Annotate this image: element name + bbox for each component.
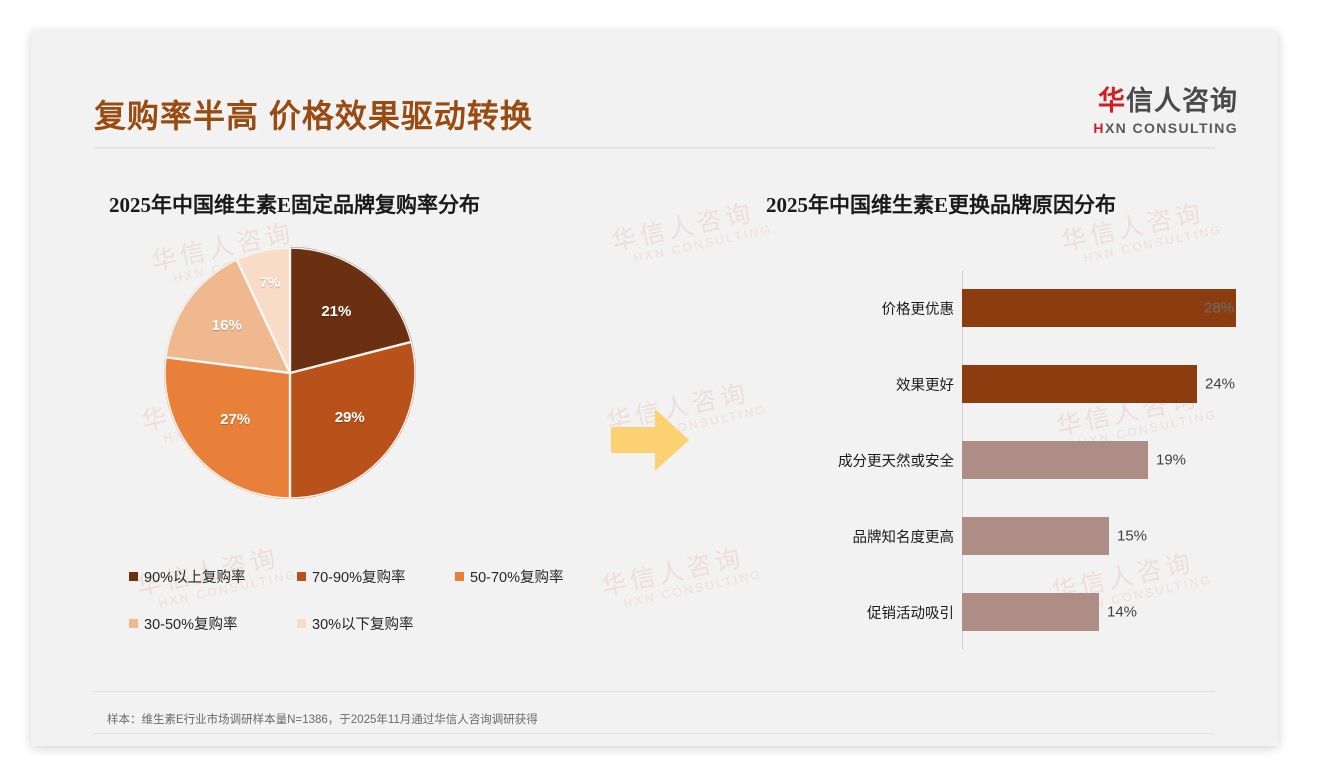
pie-chart-panel: 2025年中国维生素E固定品牌复购率分布 21% 29% 27% 16% 7% … [109, 189, 629, 633]
logo-english: HXN CONSULTING [1093, 120, 1238, 136]
pie-label-3: 16% [211, 317, 242, 335]
legend-label-4: 30%以下复购率 [312, 617, 414, 633]
bar-track-2: 19% [962, 441, 1246, 479]
legend-label-2: 50-70%复购率 [470, 570, 564, 586]
legend-swatch-3 [129, 619, 138, 628]
logo-en-rest: XN CONSULTING [1104, 119, 1238, 136]
watermark: 华信人咨询 HXN CONSULTING [608, 190, 774, 269]
pie-label-4: 7% [260, 274, 281, 291]
watermark-en: HXN CONSULTING [622, 567, 764, 611]
legend-item-0[interactable]: 90%以上复购率 [129, 566, 297, 587]
legend-swatch-4 [297, 619, 306, 628]
bar-fill-4[interactable] [962, 593, 1099, 631]
bar-value-4: 14% [1107, 603, 1138, 621]
bar-track-3: 15% [962, 517, 1246, 555]
bar-category-2: 成分更天然或安全 [838, 453, 954, 470]
pie-label-1: 29% [334, 409, 365, 427]
pie-chart: 21% 29% 27% 16% 7% 90%以上复购率 70-90%复购率 [109, 241, 629, 633]
bar-category-0: 价格更优惠 [881, 301, 955, 318]
legend-label-1: 70-90%复购率 [312, 570, 406, 586]
page-title: 复购率半高 价格效果驱动转换 [94, 98, 533, 134]
legend-item-2[interactable]: 50-70%复购率 [455, 566, 563, 587]
source-divider [94, 691, 1215, 692]
legend-row: 90%以上复购率 70-90%复购率 50-70%复购率 [129, 566, 629, 587]
bar-fill-3[interactable] [962, 517, 1109, 555]
bar-category-4: 促销活动吸引 [867, 605, 954, 622]
bar-fill-2[interactable] [962, 441, 1148, 479]
bar-chart-title: 2025年中国维生素E更换品牌原因分布 [766, 193, 1117, 217]
bar-fill-0[interactable] [962, 289, 1236, 327]
website-text[interactable]: www.hxrcon.com [1124, 745, 1215, 746]
bar-track-1: 24% [962, 365, 1246, 403]
logo-chinese: 华信人咨询 [1093, 86, 1238, 117]
bar-track-4: 14% [962, 593, 1246, 631]
legend-swatch-0 [129, 572, 138, 581]
legend-item-1[interactable]: 70-90%复购率 [297, 566, 455, 587]
legend-item-4[interactable]: 30%以下复购率 [297, 613, 414, 634]
watermark-cn: 华信人咨询 [609, 198, 757, 257]
bar-value-0: 28% [1204, 299, 1235, 317]
bar-row: 成分更天然或安全 19% [766, 441, 1246, 479]
company-logo: 华信人咨询 HXN CONSULTING [1093, 86, 1238, 136]
bar-category-3: 品牌知名度更高 [852, 529, 955, 546]
bar-row: 效果更好 24% [766, 365, 1246, 403]
legend-swatch-2 [455, 572, 464, 581]
logo-cn-red: 华 [1098, 86, 1126, 116]
legend-row: 30-50%复购率 30%以下复购率 [129, 613, 629, 634]
bar-fill-1[interactable] [962, 365, 1197, 403]
bar-value-1: 24% [1205, 375, 1236, 393]
bar-row: 促销活动吸引 14% [766, 593, 1246, 631]
watermark-en: HXN CONSULTING [632, 222, 774, 266]
legend-label-0: 90%以上复购率 [144, 570, 246, 586]
copyright-text: ©2026.1 HXR华信人咨询 [94, 745, 228, 746]
bar-track-0: 28% [962, 289, 1246, 327]
legend-item-3[interactable]: 30-50%复购率 [129, 613, 297, 634]
bar-row: 价格更优惠 28% [766, 289, 1246, 327]
legend-label-3: 30-50%复购率 [144, 617, 238, 633]
bar-category-1: 效果更好 [896, 377, 954, 394]
pie-label-2: 27% [220, 411, 251, 429]
pie-label-0: 21% [321, 303, 352, 321]
right-arrow-icon [611, 409, 689, 471]
bar-value-2: 19% [1156, 451, 1187, 469]
legend-swatch-1 [297, 572, 306, 581]
bar-chart-panel: 2025年中国维生素E更换品牌原因分布 价格更优惠 28% 效果更好 24% 成… [766, 189, 1246, 671]
bar-value-3: 15% [1117, 527, 1148, 545]
pie-legend: 90%以上复购率 70-90%复购率 50-70%复购率 30-50%复购率 [129, 566, 629, 660]
footer-divider [94, 733, 1215, 734]
bar-row: 品牌知名度更高 15% [766, 517, 1246, 555]
header-divider [94, 147, 1215, 149]
pie-chart-title: 2025年中国维生素E固定品牌复购率分布 [109, 193, 481, 217]
logo-en-red: H [1093, 119, 1105, 136]
bar-chart: 价格更优惠 28% 效果更好 24% 成分更天然或安全 19% [766, 271, 1246, 671]
logo-cn-rest: 信人咨询 [1126, 86, 1238, 116]
source-note: 样本：维生素E行业市场调研样本量N=1386，于2025年11月通过华信人咨询调… [107, 714, 538, 726]
slide-card: 华信人咨询 HXN CONSULTING 华信人咨询 HXN CONSULTIN… [31, 31, 1278, 746]
